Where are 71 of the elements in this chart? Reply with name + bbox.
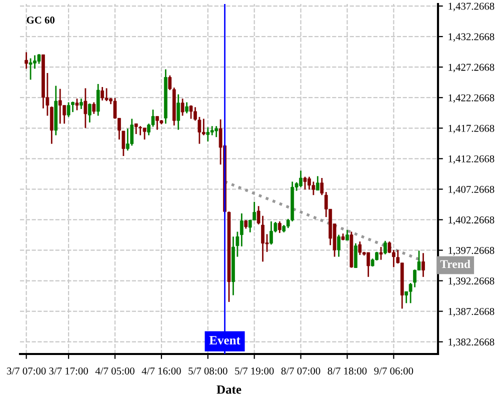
candlestick (312, 180, 316, 196)
candlestick (185, 102, 188, 114)
y-tick-label: 1,412.2668 (448, 155, 494, 164)
candlestick (354, 242, 358, 268)
y-tick-label: 1,432.2668 (448, 33, 494, 42)
candlestick (316, 175, 320, 191)
candlestick (66, 102, 70, 118)
candlestick (50, 106, 54, 144)
candlestick (240, 212, 244, 248)
candlestick (366, 252, 370, 278)
candlestick (96, 83, 100, 116)
candlestick (337, 234, 340, 258)
candlestick (71, 100, 74, 113)
y-tick-label: 1,417.2668 (448, 124, 494, 134)
x-tick-label: 9/7 06:00 (374, 367, 414, 375)
candlestick (58, 88, 62, 124)
x-tick-label: 8/7 07:00 (281, 367, 320, 375)
y-tick-label: 1,387.2668 (448, 308, 494, 316)
candlestick (358, 240, 362, 256)
y-tick-label: 1,392.2668 (448, 277, 494, 286)
candlestick (122, 130, 126, 157)
candlestick (134, 122, 138, 135)
candlestick (379, 246, 383, 260)
x-tick-label: 4/7 05:00 (95, 367, 134, 375)
candlestick (270, 220, 273, 246)
x-tick-label: 5/7 08:00 (188, 367, 228, 375)
candlestick (142, 127, 146, 140)
y-tick-label: 1,422.2668 (448, 94, 494, 103)
candlestick (100, 86, 104, 102)
candlestick (138, 125, 142, 136)
candlestick (28, 58, 32, 80)
y-tick-label: 1,382.2668 (448, 338, 494, 348)
candlestick (104, 88, 108, 102)
y-tick-label: 1,407.2668 (448, 186, 494, 194)
x-tick-label: 3/7 07:00 (7, 367, 46, 375)
candlestick (346, 229, 349, 241)
candlestick (130, 118, 134, 146)
candlestick (37, 53, 41, 65)
candlestick (202, 118, 206, 136)
candlestick (80, 98, 83, 110)
series-label: Trend (440, 260, 470, 268)
candlestick (214, 125, 218, 138)
candlestick (299, 170, 302, 188)
candlestick (189, 104, 193, 120)
y-tick-label: 1,402.2668 (448, 216, 494, 225)
candlestick (92, 102, 96, 115)
x-axis-title: Date (216, 385, 242, 394)
y-tick-label: 1,397.2668 (448, 246, 494, 256)
candlestick (210, 125, 214, 136)
x-tick-label: 4/7 16:00 (142, 367, 181, 375)
candlestick (84, 88, 88, 129)
x-tick-label: 8/7 18:00 (328, 367, 367, 375)
candlestick (156, 116, 159, 130)
candlestick (278, 220, 282, 234)
x-tick-label: 3/7 17:00 (49, 367, 88, 375)
candlestick (168, 74, 172, 91)
candlestick (180, 98, 184, 116)
x-tick-label: 5/7 19:00 (235, 367, 274, 375)
y-tick-label: 1,427.2668 (448, 64, 494, 72)
text: GC 60 (26, 16, 55, 24)
candlestick (24, 52, 28, 70)
candlestick (176, 94, 180, 130)
text: Event (209, 336, 240, 344)
candlestick (75, 98, 79, 111)
candlestick (422, 252, 425, 278)
candlestick (303, 176, 307, 190)
y-tick-label: 1,437.2668 (448, 2, 494, 12)
candlestick (206, 126, 210, 142)
candlestick (384, 240, 387, 255)
candlestick (320, 177, 324, 196)
candlestick (88, 102, 92, 124)
